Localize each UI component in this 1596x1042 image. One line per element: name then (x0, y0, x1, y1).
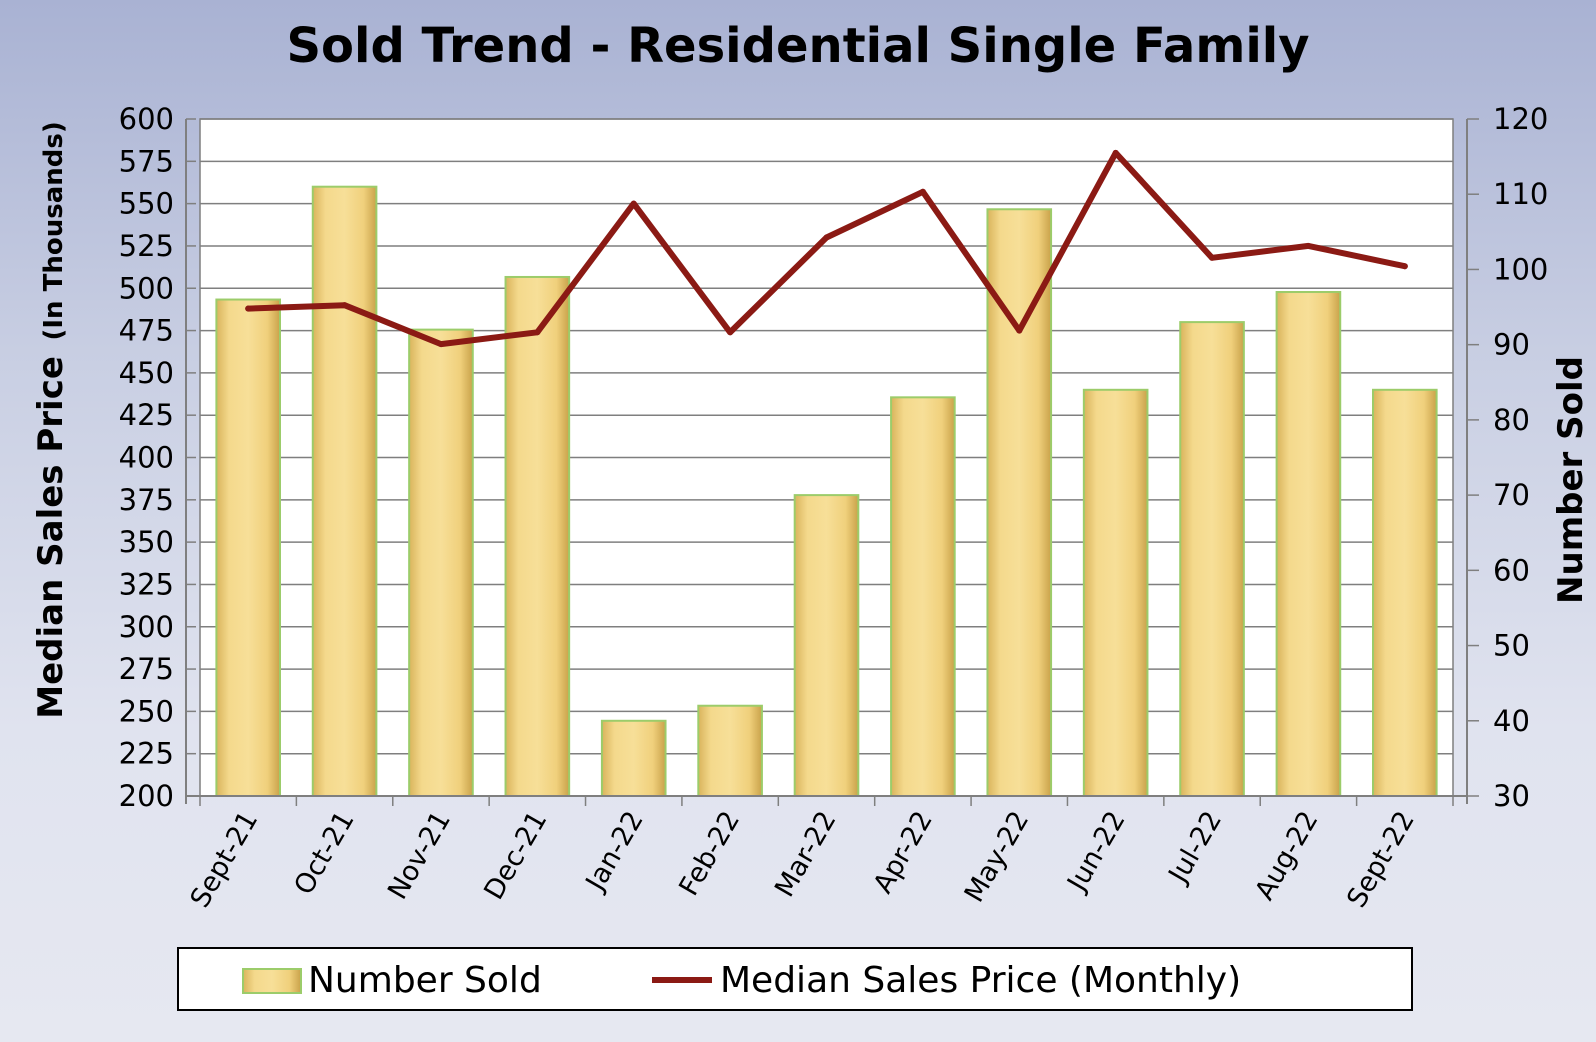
right-tick-label: 60 (1493, 553, 1530, 587)
x-tick-label: Jan-22 (579, 806, 650, 897)
x-tick-label: Jul-22 (1162, 806, 1228, 890)
right-axis-label: Number Sold (1551, 356, 1591, 604)
left-tick-label: 325 (119, 567, 174, 601)
left-tick-label: 350 (119, 525, 174, 559)
x-tick-label: Aug-22 (1249, 806, 1324, 905)
svg-text:Median Sales Price (In T: Median Sales Price (In Thousands) (31, 121, 71, 718)
right-tick-label: 30 (1493, 779, 1530, 813)
x-tick-label: Mar-22 (769, 806, 843, 902)
right-tick-label: 70 (1493, 478, 1530, 512)
left-tick-label: 375 (119, 483, 174, 517)
bar-number-sold (408, 328, 474, 797)
x-tick-label: May-22 (959, 806, 1036, 908)
point-median-sales-price (727, 329, 734, 336)
bar-number-sold (1372, 388, 1438, 797)
left-tick-label: 200 (119, 779, 174, 813)
point-median-sales-price (1016, 327, 1023, 334)
left-axis-label-sub: (In Thousands) (39, 121, 69, 340)
left-tick-label: 300 (119, 610, 174, 644)
legend-label-median-price: Median Sales Price (Monthly) (720, 960, 1241, 1001)
left-axis-label: Median Sales Price (In Thousands) (31, 121, 71, 718)
point-median-sales-price (1209, 254, 1216, 261)
right-tick-label: 90 (1493, 328, 1530, 362)
left-tick-label: 575 (119, 144, 174, 178)
legend-swatch-number-sold (242, 968, 302, 994)
right-tick-label: 40 (1493, 704, 1530, 738)
left-tick-label: 275 (119, 652, 174, 686)
point-median-sales-price (1112, 149, 1119, 156)
x-tick-label: Jun-22 (1061, 806, 1132, 898)
point-median-sales-price (534, 329, 541, 336)
left-tick-label: 550 (119, 187, 174, 221)
x-tick-label: Nov-21 (382, 806, 457, 905)
left-axis-label-main: Median Sales Price (31, 356, 71, 719)
left-tick-label: 450 (119, 356, 174, 390)
bar-number-sold (215, 298, 281, 797)
bar-number-sold (1179, 321, 1245, 797)
left-tick-label: 425 (119, 398, 174, 432)
point-median-sales-price (919, 188, 926, 195)
bar-number-sold (311, 185, 378, 797)
x-tick-label: Oct-21 (288, 806, 360, 900)
legend: Number Sold Median Sales Price (Monthly) (177, 947, 1413, 1011)
left-tick-label: 250 (119, 694, 174, 728)
point-median-sales-price (245, 305, 252, 312)
point-median-sales-price (1401, 263, 1408, 270)
point-median-sales-price (1305, 242, 1312, 249)
right-tick-label: 100 (1493, 252, 1548, 286)
x-tick-label: Sept-22 (1341, 806, 1421, 913)
left-tick-label: 225 (119, 737, 174, 771)
point-median-sales-price (437, 341, 444, 348)
right-tick-label: 120 (1493, 102, 1548, 136)
legend-box (177, 947, 1413, 1011)
left-tick-label: 600 (119, 102, 174, 136)
bar-number-sold (697, 704, 763, 798)
right-tick-label: 50 (1493, 629, 1530, 663)
x-tick-label: Feb-22 (673, 806, 746, 901)
legend-label-number-sold: Number Sold (308, 960, 542, 1001)
x-tick-label: Apr-22 (868, 806, 939, 899)
chart-title: Sold Trend - Residential Single Family (286, 18, 1309, 74)
bar-number-sold (1275, 291, 1342, 797)
point-median-sales-price (630, 200, 637, 207)
right-tick-label: 80 (1493, 403, 1530, 437)
bar-number-sold (504, 275, 571, 797)
left-tick-label: 500 (119, 271, 174, 305)
left-tick-label: 525 (119, 229, 174, 263)
bar-number-sold (793, 494, 860, 797)
point-median-sales-price (341, 302, 348, 309)
left-tick-label: 400 (119, 441, 174, 475)
bar-number-sold (600, 719, 667, 797)
bar-number-sold (1082, 388, 1149, 797)
right-tick-label: 110 (1493, 177, 1548, 211)
bar-number-sold (890, 396, 956, 797)
point-median-sales-price (823, 234, 830, 241)
x-tick-label: Dec-21 (478, 806, 553, 905)
left-tick-label: 475 (119, 314, 174, 348)
x-tick-label: Sept-21 (185, 806, 265, 913)
